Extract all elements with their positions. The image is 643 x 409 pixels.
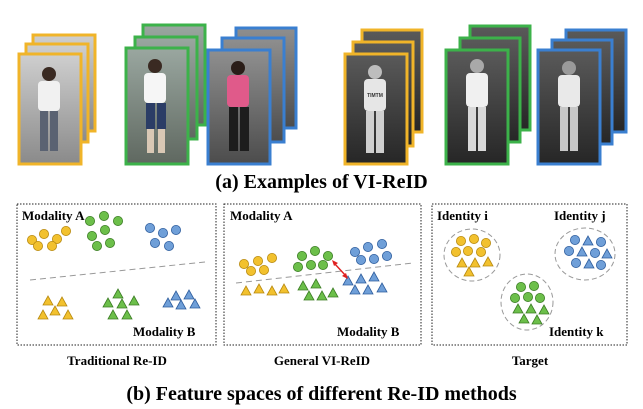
- cluster-identity-i: [443, 228, 501, 282]
- person-figure: [227, 61, 249, 151]
- identity-k-label: Identity k: [549, 324, 604, 339]
- caption-examples: (a) Examples of VI-ReID: [215, 171, 428, 193]
- visible-image-stack-1: [17, 33, 97, 166]
- infrared-image-stack-2: [444, 24, 532, 166]
- identity-j-label: Identity j: [554, 208, 606, 223]
- modality-b-label: Modality B: [337, 324, 400, 339]
- markers: [26, 210, 201, 320]
- person-figure: [558, 61, 580, 151]
- modality-a-label: Modality A: [230, 208, 293, 223]
- distance-arrow: [332, 260, 348, 279]
- modality-b-label: Modality B: [133, 324, 196, 339]
- markers: [238, 238, 392, 301]
- infrared-image-stack-1: TIMTM: [343, 28, 424, 166]
- panel-traditional-reid: Modality A Modality B: [16, 203, 217, 346]
- panel-title-traditional-reid: Traditional Re-ID: [67, 353, 167, 368]
- caption-feature-spaces: (b) Feature spaces of different Re-ID me…: [126, 383, 517, 405]
- panel-title-general-vi-reid: General VI-ReID: [273, 353, 371, 368]
- modality-a-label: Modality A: [22, 208, 85, 223]
- panel-title-target: Target: [511, 353, 549, 368]
- person-figure: [144, 59, 166, 153]
- shirt-text: TIMTM: [367, 93, 383, 99]
- person-figure: [466, 59, 488, 151]
- visible-image-stack-2: [124, 23, 207, 166]
- infrared-image-stack-3: [536, 28, 628, 166]
- cluster-identity-j: [554, 227, 616, 281]
- panel-target: Identity i Identity j Identity k: [431, 203, 628, 346]
- cluster-identity-k: [500, 273, 554, 331]
- person-figure: [38, 67, 60, 151]
- person-figure: TIMTM: [364, 65, 386, 153]
- visible-image-stack-3: [206, 26, 298, 166]
- markers: [450, 233, 613, 325]
- panel-general-vi-reid: Modality A Modality B: [223, 203, 422, 346]
- identity-i-label: Identity i: [437, 208, 488, 223]
